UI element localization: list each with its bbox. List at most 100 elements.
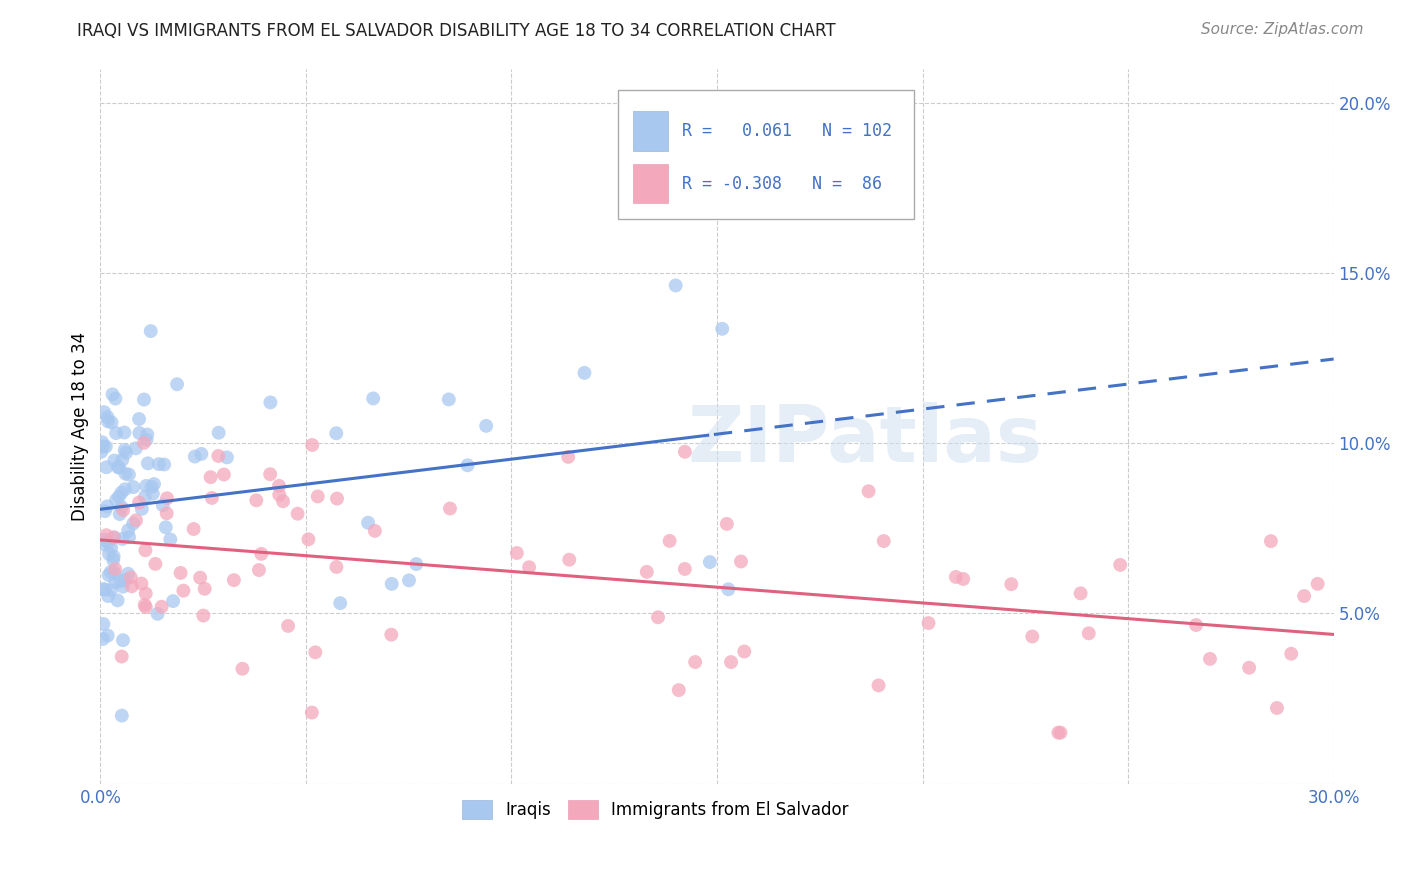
Point [1047,725,1070,739]
Point [325,426,347,441]
Point [96,410,118,425]
Point [143,477,166,491]
Point [132,436,155,450]
Point [730,554,752,568]
Point [111,532,134,546]
Point [1306,577,1329,591]
Point [101,387,124,401]
Point [159,533,181,547]
Point [91,632,114,646]
Point [647,610,669,624]
Point [100,565,122,579]
Point [131,576,153,591]
Point [97,589,120,603]
Point [156,491,179,506]
Point [1294,589,1316,603]
Point [398,574,420,588]
Point [1109,558,1132,572]
Point [111,580,134,594]
Point [145,557,167,571]
FancyBboxPatch shape [633,112,668,151]
Point [108,460,131,475]
Point [97,629,120,643]
Point [131,501,153,516]
Point [139,324,162,338]
Point [128,425,150,440]
Point [118,530,141,544]
FancyBboxPatch shape [633,163,668,203]
Point [152,498,174,512]
Point [96,500,118,514]
Text: R = -0.308   N =  86: R = -0.308 N = 86 [682,176,883,194]
Point [301,706,323,720]
Point [103,530,125,544]
Point [125,442,148,456]
Point [97,414,120,428]
Point [733,644,755,658]
Point [98,547,121,561]
Point [200,470,222,484]
Point [304,645,326,659]
Point [364,524,387,538]
Text: IRAQI VS IMMIGRANTS FROM EL SALVADOR DISABILITY AGE 18 TO 34 CORRELATION CHART: IRAQI VS IMMIGRANTS FROM EL SALVADOR DIS… [77,22,837,40]
Point [155,520,177,534]
Y-axis label: Disability Age 18 to 34: Disability Age 18 to 34 [72,332,89,521]
Point [111,452,134,467]
Point [135,586,157,600]
Point [148,457,170,471]
Point [114,467,136,481]
Legend: Iraqis, Immigrants from El Salvador: Iraqis, Immigrants from El Salvador [456,793,855,825]
Point [357,516,380,530]
Point [107,593,129,607]
Point [361,392,384,406]
Point [716,516,738,531]
Point [111,649,134,664]
Text: R =   0.061   N = 102: R = 0.061 N = 102 [682,122,893,140]
Point [105,426,128,441]
Point [100,416,122,430]
Point [1279,647,1302,661]
Point [673,562,696,576]
Point [110,485,132,500]
Point [475,418,498,433]
Point [212,467,235,482]
Point [868,678,890,692]
Text: ZIPatlas: ZIPatlas [688,402,1042,478]
Point [142,487,165,501]
Point [91,582,114,596]
Point [93,533,115,547]
Point [146,607,169,621]
Point [711,322,734,336]
Point [297,533,319,547]
Point [717,582,740,597]
Point [194,582,217,596]
Point [287,507,309,521]
Point [1049,725,1071,739]
Point [108,490,131,504]
Point [231,662,253,676]
Point [201,491,224,505]
Point [1021,630,1043,644]
Point [574,366,596,380]
Point [128,495,150,509]
FancyBboxPatch shape [619,90,914,219]
Point [121,579,143,593]
Point [172,583,194,598]
Point [183,522,205,536]
Point [166,377,188,392]
Point [111,708,134,723]
Point [1000,577,1022,591]
Point [193,608,215,623]
Point [117,566,139,581]
Point [134,543,156,558]
Point [107,460,129,475]
Point [945,570,967,584]
Point [100,583,122,598]
Point [100,541,122,555]
Point [169,566,191,580]
Point [307,490,329,504]
Point [112,573,135,587]
Point [134,490,156,504]
Point [250,547,273,561]
Point [103,553,125,567]
